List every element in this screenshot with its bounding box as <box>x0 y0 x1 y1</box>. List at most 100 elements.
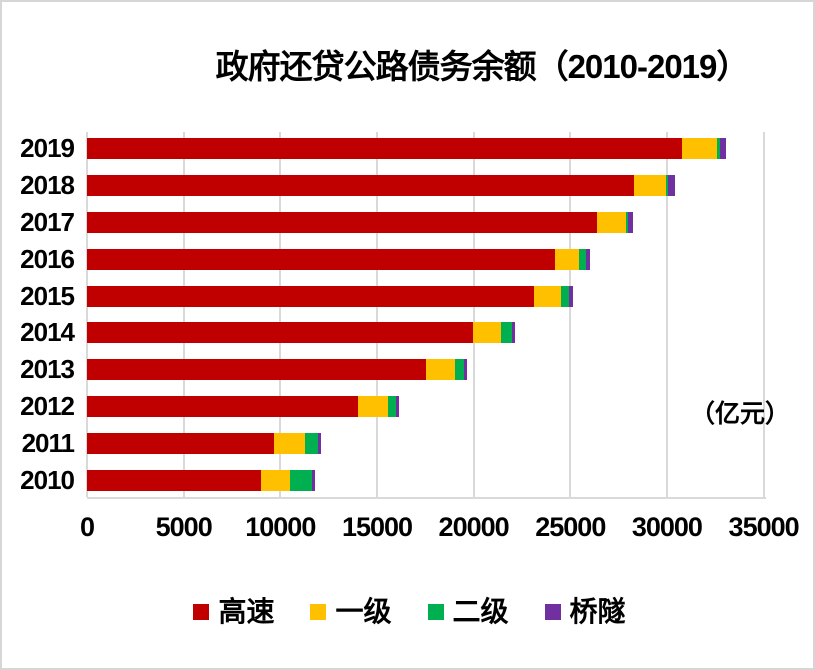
x-axis-tick-label: 5000 <box>155 512 213 542</box>
bar-row: 2019 <box>2 130 813 167</box>
stacked-bar <box>87 211 633 233</box>
gridline <box>279 132 282 497</box>
gridline <box>182 132 185 497</box>
bar-segment-second-class <box>578 248 587 270</box>
stacked-bar <box>87 433 322 455</box>
x-axis-tick-label: 10000 <box>245 512 316 542</box>
bar-segment-first-class <box>261 470 290 492</box>
bar-row: 2013 <box>2 351 813 388</box>
bar-segment-bridge-tunnel <box>569 285 573 307</box>
bar-row: 2014 <box>2 315 813 352</box>
bar-segment-first-class <box>357 396 388 418</box>
plot-area: 2019 2018 2017 2016 2015 2014 2013 2012 2011 2010 <box>2 130 813 499</box>
stacked-bar <box>87 285 573 307</box>
bar-segment-expressway <box>87 396 358 418</box>
bar-segment-bridge-tunnel <box>586 248 591 270</box>
bar-segment-expressway <box>87 211 598 233</box>
y-axis-label: 2018 <box>20 169 75 200</box>
bar-segment-expressway <box>87 470 262 492</box>
bar-segment-second-class <box>501 322 513 344</box>
y-axis-label: 2019 <box>20 132 75 163</box>
legend: 高速 一级 二级 桥隧 <box>2 592 813 632</box>
legend-item-bridge-tunnel: 桥隧 <box>544 598 626 626</box>
bar-segment-expressway <box>87 137 683 159</box>
legend-label-second-class: 二级 <box>452 596 509 627</box>
gridline <box>86 132 88 497</box>
y-axis-label: 2014 <box>20 317 75 348</box>
legend-label-first-class: 一级 <box>335 596 392 627</box>
bar-row: 2016 <box>2 241 813 278</box>
bar-segment-expressway <box>87 359 427 381</box>
bar-segment-first-class <box>426 359 455 381</box>
bar-segment-second-class <box>387 396 397 418</box>
bar-segment-second-class <box>626 211 629 233</box>
stacked-bar <box>87 248 591 270</box>
y-axis-label: 2015 <box>20 280 75 311</box>
bar-segment-bridge-tunnel <box>512 322 516 344</box>
y-axis-label: 2017 <box>20 206 75 237</box>
bar-segment-bridge-tunnel <box>396 396 399 418</box>
bar-segment-first-class <box>473 322 502 344</box>
legend-swatch-bridge-tunnel <box>544 604 561 620</box>
bar-row: 2010 <box>2 462 813 499</box>
bar-segment-bridge-tunnel <box>668 174 676 196</box>
y-axis-label: 2011 <box>21 428 75 459</box>
x-axis-tick-label: 35000 <box>728 512 800 542</box>
bar-row: 2017 <box>2 204 813 241</box>
legend-item-expressway: 高速 <box>193 598 274 626</box>
x-axis-line <box>87 497 766 499</box>
gridline <box>762 132 765 497</box>
stacked-bar <box>87 137 727 159</box>
bar-segment-second-class <box>304 433 318 455</box>
legend-item-second-class: 二级 <box>427 596 509 627</box>
x-axis-tick-labels: 0 5000 10000 15000 20000 25000 30000 35000 <box>2 512 813 548</box>
gridline <box>472 132 475 497</box>
bar-segment-first-class <box>533 285 561 307</box>
bar-segment-expressway <box>87 174 635 196</box>
bar-segment-second-class <box>454 359 465 381</box>
chart-title: 政府还贷公路债务余额（2010-2019） <box>215 48 750 85</box>
stacked-bar <box>87 322 516 344</box>
bar-row: 2012 <box>2 388 813 425</box>
unit-label: （亿元） <box>690 400 791 428</box>
legend-swatch-expressway <box>193 604 210 620</box>
bar-segment-first-class <box>554 248 579 270</box>
bar-segment-second-class <box>561 285 570 307</box>
bar-segment-bridge-tunnel <box>464 359 468 381</box>
bar-row: 2018 <box>2 167 813 204</box>
bar-segment-expressway <box>87 248 555 270</box>
stacked-bar <box>87 359 468 381</box>
gridline <box>665 132 668 497</box>
bar-segment-first-class <box>634 174 666 196</box>
x-axis-tick-label: 30000 <box>631 512 703 542</box>
bar-row: 2011 <box>2 425 813 462</box>
bar-segment-bridge-tunnel <box>311 470 316 492</box>
stacked-bar <box>87 396 399 418</box>
legend-label-expressway: 高速 <box>218 596 275 627</box>
bar-segment-second-class <box>665 174 669 196</box>
x-axis-tick-label: 25000 <box>535 512 606 542</box>
legend-item-first-class: 一级 <box>310 596 392 627</box>
gridline <box>376 132 378 497</box>
bar-segment-first-class <box>682 137 717 159</box>
bar-segment-expressway <box>87 285 534 307</box>
bar-segment-expressway <box>87 322 474 344</box>
y-axis-label: 2010 <box>20 465 75 496</box>
x-axis-tick-label: 0 <box>79 512 95 542</box>
bar-segment-bridge-tunnel <box>719 137 727 159</box>
gridline <box>569 132 572 497</box>
stacked-bar <box>87 470 316 492</box>
bar-segment-second-class <box>289 470 312 492</box>
bar-segment-expressway <box>87 433 274 455</box>
y-axis-label: 2012 <box>20 391 75 422</box>
bar-segment-bridge-tunnel <box>317 433 322 455</box>
x-axis-tick-label: 20000 <box>438 512 510 542</box>
stacked-bar <box>87 174 676 196</box>
bar-row: 2015 <box>2 278 813 315</box>
bar-segment-second-class <box>717 137 720 159</box>
bar-segment-first-class <box>273 433 305 455</box>
y-axis-label: 2016 <box>20 243 75 274</box>
x-axis-tick-label: 15000 <box>341 512 413 542</box>
y-axis-label: 2013 <box>20 354 75 385</box>
